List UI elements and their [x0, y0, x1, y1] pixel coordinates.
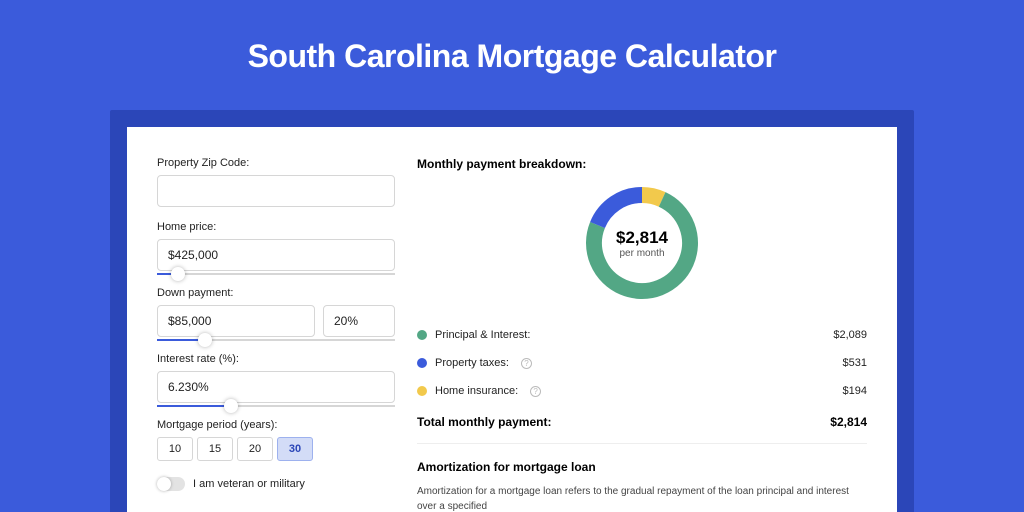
amortization-title: Amortization for mortgage loan: [417, 460, 867, 474]
zip-label: Property Zip Code:: [157, 157, 395, 169]
legend-row-property_taxes: Property taxes:? $531: [417, 349, 867, 377]
card-inner: Property Zip Code: Home price: Down paym…: [127, 127, 897, 512]
calculator-card: Property Zip Code: Home price: Down paym…: [127, 127, 897, 512]
breakdown-title: Monthly payment breakdown:: [417, 157, 867, 171]
veteran-toggle[interactable]: [157, 477, 185, 491]
veteran-toggle-label: I am veteran or military: [193, 478, 305, 490]
home-price-input[interactable]: [157, 239, 395, 271]
down-payment-slider[interactable]: [157, 339, 395, 341]
veteran-toggle-knob: [157, 477, 171, 491]
legend-value: $194: [843, 385, 867, 397]
amortization-text: Amortization for a mortgage loan refers …: [417, 484, 867, 512]
interest-rate-slider-fill: [157, 405, 231, 407]
legend-left: Home insurance:?: [417, 385, 541, 397]
page-background: South Carolina Mortgage Calculator Prope…: [0, 0, 1024, 512]
down-payment-pct-input[interactable]: [323, 305, 395, 337]
down-payment-input[interactable]: [157, 305, 315, 337]
interest-rate-slider-thumb[interactable]: [224, 399, 238, 413]
total-label: Total monthly payment:: [417, 415, 551, 429]
donut-sub: per month: [619, 248, 664, 259]
total-row: Total monthly payment: $2,814: [417, 405, 867, 444]
info-icon[interactable]: ?: [521, 358, 532, 369]
legend-dot-icon: [417, 358, 427, 368]
home-price-slider[interactable]: [157, 273, 395, 275]
legend-dot-icon: [417, 386, 427, 396]
legend-value: $2,089: [833, 329, 867, 341]
donut-center: $2,814 per month: [580, 181, 704, 305]
period-option-15[interactable]: 15: [197, 437, 233, 461]
period-options: 10152030: [157, 437, 395, 461]
interest-rate-input[interactable]: [157, 371, 395, 403]
interest-rate-slider[interactable]: [157, 405, 395, 407]
payment-donut-chart: $2,814 per month: [580, 181, 704, 305]
total-value: $2,814: [830, 415, 867, 429]
period-option-20[interactable]: 20: [237, 437, 273, 461]
period-option-10[interactable]: 10: [157, 437, 193, 461]
zip-input[interactable]: [157, 175, 395, 207]
legend-left: Property taxes:?: [417, 357, 532, 369]
legend-value: $531: [843, 357, 867, 369]
home-price-label: Home price:: [157, 221, 395, 233]
legend-row-home_insurance: Home insurance:? $194: [417, 377, 867, 405]
legend-rows: Principal & Interest: $2,089 Property taxe…: [417, 321, 867, 405]
down-payment-label: Down payment:: [157, 287, 395, 299]
legend-row-principal_interest: Principal & Interest: $2,089: [417, 321, 867, 349]
donut-amount: $2,814: [616, 228, 668, 248]
interest-rate-label: Interest rate (%):: [157, 353, 395, 365]
donut-wrap: $2,814 per month: [417, 181, 867, 305]
legend-label: Principal & Interest:: [435, 329, 530, 341]
page-title: South Carolina Mortgage Calculator: [0, 0, 1024, 75]
legend-label: Home insurance:: [435, 385, 518, 397]
home-price-slider-thumb[interactable]: [171, 267, 185, 281]
form-panel: Property Zip Code: Home price: Down paym…: [157, 157, 395, 512]
period-option-30[interactable]: 30: [277, 437, 313, 461]
veteran-row: I am veteran or military: [157, 477, 395, 491]
info-icon[interactable]: ?: [530, 386, 541, 397]
legend-left: Principal & Interest:: [417, 329, 530, 341]
breakdown-panel: Monthly payment breakdown: $2,814 per mo…: [417, 157, 867, 512]
legend-label: Property taxes:: [435, 357, 509, 369]
legend-dot-icon: [417, 330, 427, 340]
period-label: Mortgage period (years):: [157, 419, 395, 431]
down-payment-slider-thumb[interactable]: [198, 333, 212, 347]
